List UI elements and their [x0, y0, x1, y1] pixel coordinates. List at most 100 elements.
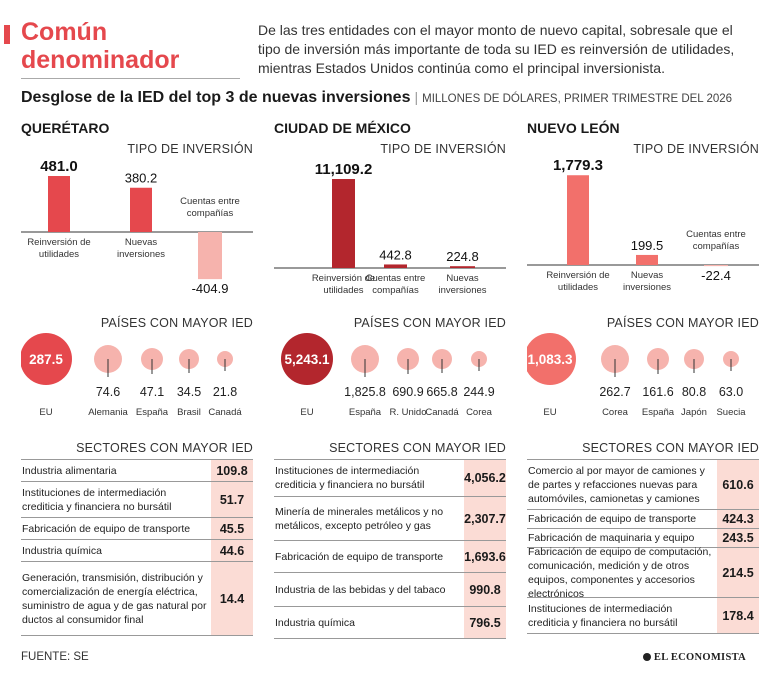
countries-label: PAÍSES CON MAYOR IED	[606, 316, 759, 330]
bar-category-label: Reinversión de	[546, 270, 609, 281]
sector-value: 178.4	[717, 598, 759, 633]
sector-name: Fabricación de equipo de transporte	[22, 522, 191, 535]
country-bubble	[21, 333, 72, 385]
table-row: Industria alimentaria 109.8	[21, 460, 253, 482]
bar	[198, 232, 222, 280]
bar-value-label: 442.8	[379, 247, 412, 262]
bubble-value-label: 161.6	[642, 385, 673, 399]
country-name-label: Alemania	[88, 407, 128, 418]
title-divider	[21, 78, 240, 79]
sector-value: 424.3	[717, 510, 759, 528]
country-name-label: España	[642, 407, 675, 418]
sector-name: Industria química	[22, 544, 102, 557]
bar-value-label: 481.0	[40, 158, 78, 175]
bar-category-label: compañías	[187, 208, 234, 219]
bar	[567, 175, 589, 265]
bar	[450, 266, 475, 268]
sector-name: Industria de las bebidas y del tabaco	[275, 583, 446, 596]
bar-category-label: utilidades	[323, 285, 363, 296]
sectors-label: SECTORES CON MAYOR IED	[329, 441, 506, 455]
countries-label: PAÍSES CON MAYOR IED	[353, 316, 506, 330]
units-text: MILLONES DE DÓLARES, PRIMER TRIMESTRE DE…	[422, 93, 733, 105]
country-name-label: Corea	[602, 407, 629, 418]
country-name-label: Japón	[681, 407, 707, 418]
sector-name: Fabricación de equipo de transporte	[528, 513, 697, 525]
publisher-logo: EL ECONOMISTA	[642, 652, 746, 663]
sector-name: Industria química	[275, 616, 355, 629]
bar	[636, 254, 658, 265]
bubble-value-label: 244.9	[463, 385, 494, 399]
sectors-label: SECTORES CON MAYOR IED	[582, 441, 759, 455]
country-bubble	[281, 333, 333, 385]
country-name-label: Suecia	[716, 407, 746, 418]
bar-category-label: inversiones	[117, 249, 165, 260]
sector-value: 109.8	[211, 460, 253, 481]
country-name-label: Canadá	[425, 407, 459, 418]
bar-category-label: Cuentas entre	[180, 196, 240, 207]
table-row: Instituciones de intermediación creditic…	[527, 598, 759, 634]
bubble-value-label: 262.7	[599, 385, 630, 399]
country-name-label: EU	[300, 407, 313, 418]
table-row: Comercio al por mayor de camiones y de p…	[527, 460, 759, 510]
bubble-value-label: 34.5	[177, 385, 201, 399]
subtitle-separator: |	[414, 89, 419, 105]
bubble-value-label: 21.8	[213, 385, 237, 399]
sector-name: Comercio al por mayor de camiones y de p…	[528, 464, 705, 505]
bar-category-label: Nuevas	[631, 270, 663, 281]
sector-value: 4,056.2	[464, 460, 506, 496]
bar-category-label: Cuentas entre	[366, 273, 426, 284]
state-column-nuevo-leon: NUEVO LEÓN TIPO DE INVERSIÓN 1,779.3 Rein…	[527, 116, 759, 644]
intro-text: De las tres entidades con el mayor monto…	[258, 22, 735, 76]
table-row: Industria química 796.5	[274, 607, 506, 639]
country-name-label: R. Unido	[390, 407, 427, 418]
sector-name: Instituciones de intermediación creditic…	[528, 602, 678, 629]
logo-text: EL ECONOMISTA	[653, 652, 746, 663]
bubble-value-label: 690.9	[392, 385, 423, 399]
bubble-value-label: 47.1	[140, 385, 164, 399]
table-row: Industria de las bebidas y del tabaco 990…	[274, 573, 506, 607]
sector-value: 1,693.6	[464, 541, 506, 572]
bubble-value-label: 80.8	[682, 385, 706, 399]
sector-value: 990.8	[464, 573, 506, 606]
bar-category-label: Reinversión de	[312, 273, 375, 284]
table-row: Fabricación de maquinaria y equipo 243.5	[527, 529, 759, 548]
bar-category-label: utilidades	[39, 249, 79, 260]
countries-label: PAÍSES CON MAYOR IED	[100, 316, 253, 330]
investment-type-label: TIPO DE INVERSIÓN	[633, 142, 759, 156]
table-row: Instituciones de intermediación creditic…	[21, 482, 253, 518]
source-note: FUENTE: SE	[21, 651, 89, 663]
bubble-value-label: 287.5	[29, 352, 63, 367]
table-row: Fabricación de equipo de transporte 1,693…	[274, 541, 506, 573]
bar-category-label: Nuevas	[446, 273, 478, 284]
bubble-value-label: 1,083.3	[527, 352, 573, 367]
state-column-queretaro: QUERÉTARO TIPO DE INVERSIÓN 481.0 Reinver…	[21, 116, 253, 644]
sector-value: 2,307.7	[464, 497, 506, 540]
sector-name: Fabricación de equipo de computación, co…	[528, 545, 712, 600]
country-bubble	[527, 333, 576, 385]
bubble-value-label: 665.8	[426, 385, 457, 399]
bar	[48, 176, 70, 232]
sectors-table: Comercio al por mayor de camiones y de p…	[527, 459, 759, 634]
table-row: Fabricación de equipo de transporte 424.3	[527, 510, 759, 529]
sector-name: Minería de minerales metálicos y no metá…	[275, 505, 444, 532]
country-name-label: EU	[39, 407, 52, 418]
page-title: Común denominador	[21, 18, 180, 74]
table-row: Instituciones de intermediación creditic…	[274, 460, 506, 497]
bar-value-label: 1,779.3	[553, 157, 603, 174]
bubble-value-label: 63.0	[719, 385, 743, 399]
bar-category-label: Nuevas	[125, 237, 157, 248]
bar-value-label: 11,109.2	[315, 161, 373, 178]
sectors-label: SECTORES CON MAYOR IED	[76, 441, 253, 455]
bar-category-label: inversiones	[438, 285, 486, 296]
bar-value-label: -404.9	[192, 281, 229, 296]
country-name-label: España	[136, 407, 169, 418]
bar-category-label: Reinversión de	[27, 237, 90, 248]
bar-category-label: inversiones	[623, 282, 671, 293]
investment-type-label: TIPO DE INVERSIÓN	[127, 142, 253, 156]
countries-bubble-chart: 5,243.1 EU 1,825.8 España 690.9 R. Unido 665.8…	[281, 333, 495, 418]
investment-type-label: TIPO DE INVERSIÓN	[380, 142, 506, 156]
sector-name: Industria alimentaria	[22, 464, 117, 477]
bar-value-label: 224.8	[446, 249, 479, 264]
